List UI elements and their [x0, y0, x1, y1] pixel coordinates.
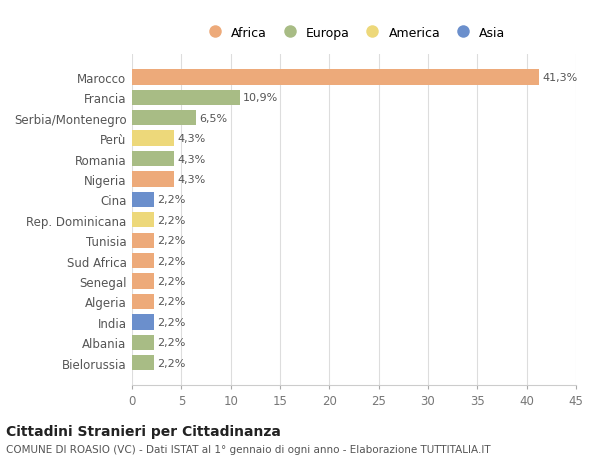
- Text: COMUNE DI ROASIO (VC) - Dati ISTAT al 1° gennaio di ogni anno - Elaborazione TUT: COMUNE DI ROASIO (VC) - Dati ISTAT al 1°…: [6, 444, 491, 454]
- Text: 2,2%: 2,2%: [157, 195, 185, 205]
- Text: 2,2%: 2,2%: [157, 276, 185, 286]
- Bar: [132, 253, 154, 269]
- Text: 2,2%: 2,2%: [157, 317, 185, 327]
- Bar: [132, 111, 196, 126]
- Bar: [132, 90, 239, 106]
- Text: 2,2%: 2,2%: [157, 337, 185, 347]
- Text: 10,9%: 10,9%: [242, 93, 278, 103]
- Bar: [132, 355, 154, 370]
- Text: 4,3%: 4,3%: [178, 134, 206, 144]
- Text: 4,3%: 4,3%: [178, 154, 206, 164]
- Bar: [132, 314, 154, 330]
- Text: Cittadini Stranieri per Cittadinanza: Cittadini Stranieri per Cittadinanza: [6, 425, 281, 438]
- Bar: [132, 192, 154, 207]
- Bar: [132, 294, 154, 309]
- Bar: [132, 335, 154, 350]
- Text: 2,2%: 2,2%: [157, 256, 185, 266]
- Text: 2,2%: 2,2%: [157, 215, 185, 225]
- Bar: [132, 131, 175, 146]
- Text: 41,3%: 41,3%: [542, 73, 578, 83]
- Bar: [132, 172, 175, 187]
- Text: 2,2%: 2,2%: [157, 297, 185, 307]
- Bar: [132, 151, 175, 167]
- Bar: [132, 233, 154, 248]
- Legend: Africa, Europa, America, Asia: Africa, Europa, America, Asia: [197, 22, 511, 45]
- Text: 6,5%: 6,5%: [199, 113, 227, 123]
- Bar: [132, 274, 154, 289]
- Text: 2,2%: 2,2%: [157, 236, 185, 246]
- Bar: [132, 213, 154, 228]
- Bar: [132, 70, 539, 85]
- Text: 4,3%: 4,3%: [178, 174, 206, 185]
- Text: 2,2%: 2,2%: [157, 358, 185, 368]
